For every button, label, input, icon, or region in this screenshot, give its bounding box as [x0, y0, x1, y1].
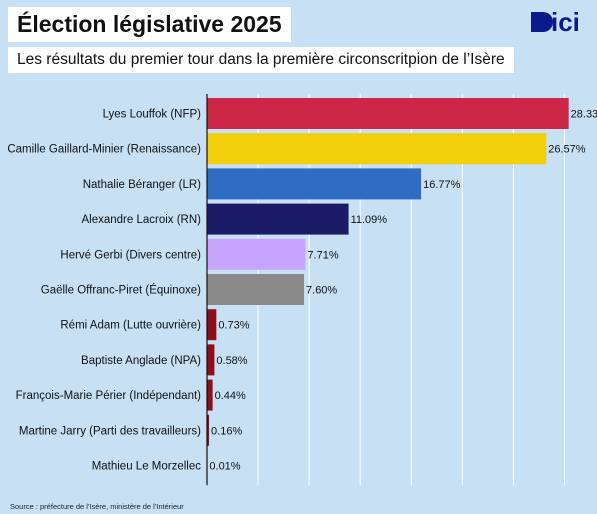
category-label: Camille Gaillard-Minier (Renaissance) [7, 144, 201, 156]
bar [207, 203, 349, 235]
value-label: 0.16% [211, 425, 242, 437]
source-note: Source : préfecture de l'Isère, ministèr… [10, 502, 184, 511]
value-label: 26.57% [548, 144, 586, 156]
category-label: Rémi Adam (Lutte ouvrière) [60, 320, 201, 332]
value-label: 0.73% [218, 320, 249, 332]
category-label: Alexandre Lacroix (RN) [81, 214, 201, 226]
bar [207, 133, 547, 165]
bar [207, 238, 306, 270]
value-label: 28.33% [571, 109, 597, 121]
bar [207, 309, 217, 341]
bar [207, 379, 213, 411]
bar [207, 168, 422, 200]
bar [207, 274, 305, 305]
value-label: 11.09% [351, 214, 388, 226]
category-label: Lyes Louffok (NFP) [103, 109, 202, 121]
category-label: François-Marie Périer (Indépendant) [16, 390, 202, 402]
bar [207, 98, 569, 129]
category-label: Gaëlle Offranc-Piret (Équinoxe) [41, 284, 201, 297]
value-label: 0.01% [209, 461, 240, 473]
value-label: 0.58% [216, 355, 247, 367]
chart-title: Élection législative 2025 [8, 7, 291, 42]
bar [207, 344, 215, 376]
category-label: Martine Jarry (Parti des travailleurs) [19, 425, 201, 437]
value-label: 16.77% [423, 179, 461, 191]
logo-text: ici [551, 8, 580, 36]
chart-subtitle: Les résultats du premier tour dans la pr… [8, 47, 514, 73]
category-label: Mathieu Le Morzellec [92, 461, 202, 473]
category-label: Baptiste Anglade (NPA) [81, 355, 201, 367]
ici-logo: ici [531, 8, 580, 36]
category-label: Nathalie Béranger (LR) [83, 179, 201, 191]
value-label: 0.44% [215, 390, 246, 402]
value-label: 7.60% [306, 285, 337, 297]
value-label: 7.71% [307, 249, 338, 261]
bar [207, 414, 210, 446]
category-label: Hervé Gerbi (Divers centre) [60, 249, 201, 261]
